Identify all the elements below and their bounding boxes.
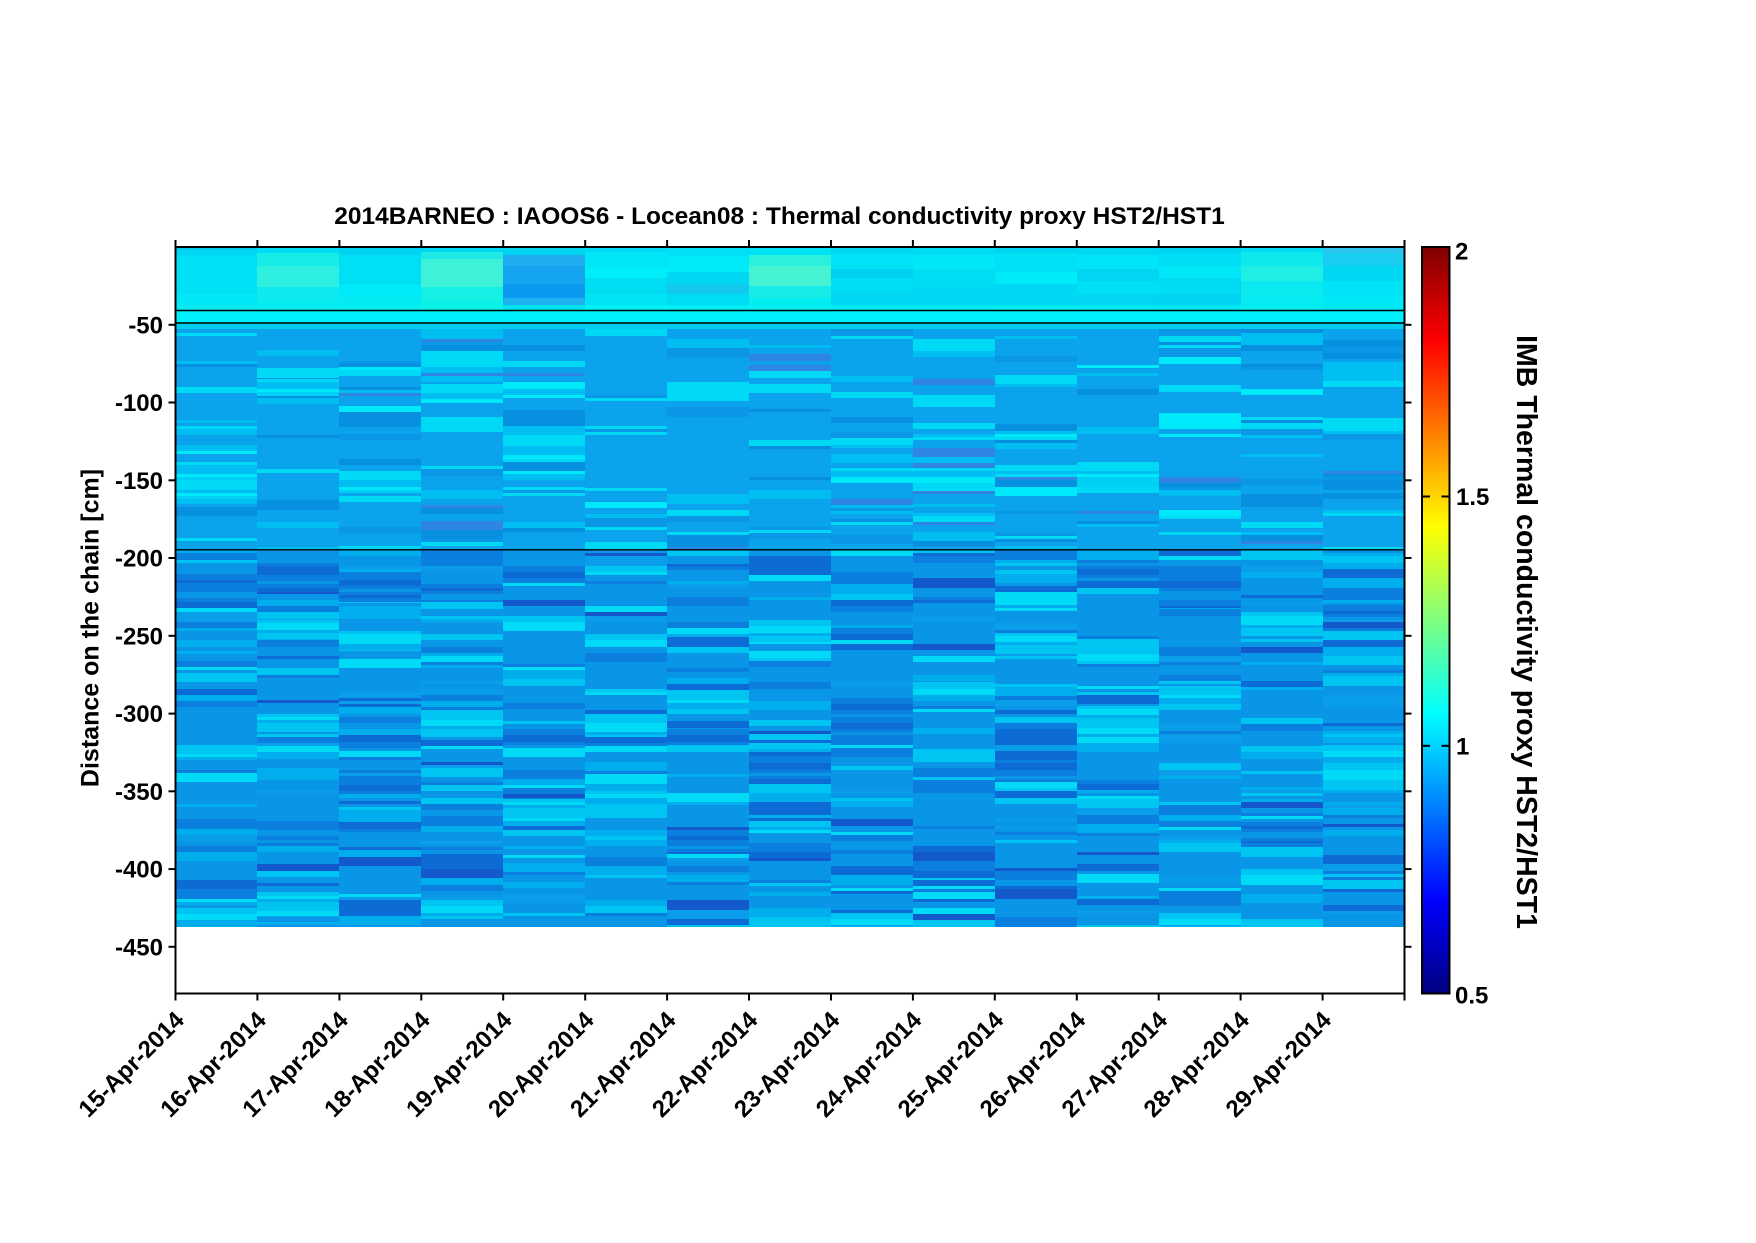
svg-text:1: 1 <box>1456 733 1469 760</box>
svg-text:-450: -450 <box>115 934 163 961</box>
svg-text:2014BARNEO : IAOOS6 - Locean08: 2014BARNEO : IAOOS6 - Locean08 : Thermal… <box>334 203 1224 230</box>
svg-text:-300: -300 <box>115 701 163 728</box>
svg-text:-400: -400 <box>115 857 163 884</box>
svg-text:Distance on the chain [cm]: Distance on the chain [cm] <box>77 469 105 787</box>
svg-text:-250: -250 <box>115 623 163 650</box>
svg-text:1.5: 1.5 <box>1456 484 1489 511</box>
svg-text:-100: -100 <box>115 390 163 417</box>
svg-text:-50: -50 <box>128 312 163 339</box>
svg-text:2: 2 <box>1455 239 1468 266</box>
svg-text:IMB Thermal conductivity proxy: IMB Thermal conductivity proxy HST2/HST1 <box>1510 335 1542 929</box>
svg-text:0.5: 0.5 <box>1455 983 1488 1010</box>
svg-text:-350: -350 <box>115 779 163 806</box>
svg-text:-150: -150 <box>115 468 163 495</box>
svg-text:-200: -200 <box>115 546 163 573</box>
